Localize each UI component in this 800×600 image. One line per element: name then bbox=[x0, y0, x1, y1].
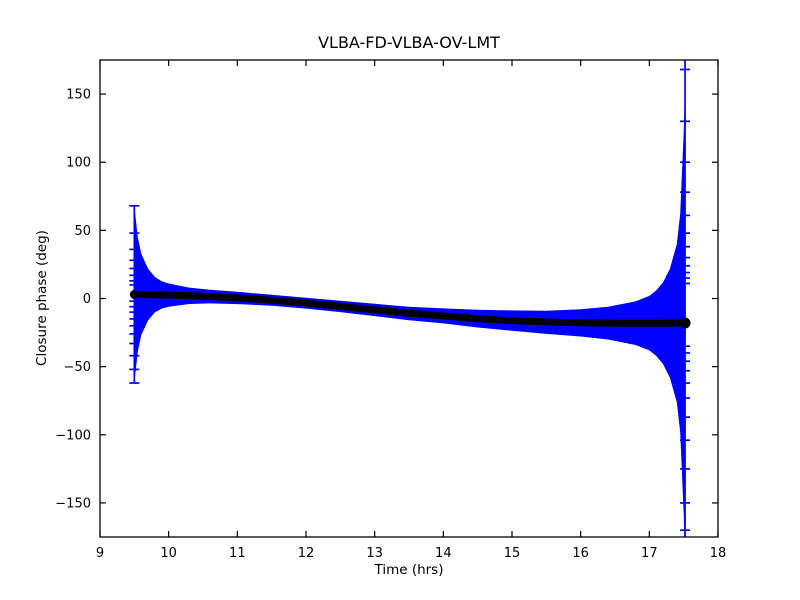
y-tick-label: 100 bbox=[66, 156, 91, 171]
x-tick-label: 12 bbox=[298, 546, 315, 561]
x-tick-label: 11 bbox=[229, 546, 246, 561]
x-tick-label: 14 bbox=[435, 546, 452, 561]
series-start-marker bbox=[129, 289, 139, 299]
tick-labels: 9 10 11 12 13 14 15 16 17 18 −150 −100 −50 0 50 100 150 bbox=[55, 88, 726, 561]
y-axis-label: Closure phase (deg) bbox=[34, 230, 50, 366]
y-tick-label: −50 bbox=[64, 360, 91, 375]
series-end-marker bbox=[679, 317, 691, 329]
x-tick-label: 13 bbox=[366, 546, 383, 561]
y-tick-label: 150 bbox=[66, 88, 91, 103]
x-tick-label: 10 bbox=[160, 546, 177, 561]
chart-title: VLBA-FD-VLBA-OV-LMT bbox=[318, 33, 500, 52]
x-tick-label: 16 bbox=[572, 546, 589, 561]
plot-generated-content: 9 10 11 12 13 14 15 16 17 18 −150 −100 −50 0 50 100 150 bbox=[55, 59, 726, 561]
closure-phase-series bbox=[130, 290, 689, 327]
y-tick-label: 0 bbox=[83, 292, 91, 307]
y-tick-label: −100 bbox=[55, 428, 91, 443]
x-tick-label: 15 bbox=[504, 546, 521, 561]
tick-marks bbox=[99, 60, 719, 537]
x-tick-label: 17 bbox=[641, 546, 658, 561]
x-tick-label: 9 bbox=[96, 546, 104, 561]
y-tick-label: −150 bbox=[55, 496, 91, 511]
errorbar bbox=[680, 60, 691, 537]
x-tick-label: 18 bbox=[710, 546, 727, 561]
x-axis-label: Time (hrs) bbox=[373, 562, 443, 578]
y-tick-label: 50 bbox=[74, 224, 91, 239]
